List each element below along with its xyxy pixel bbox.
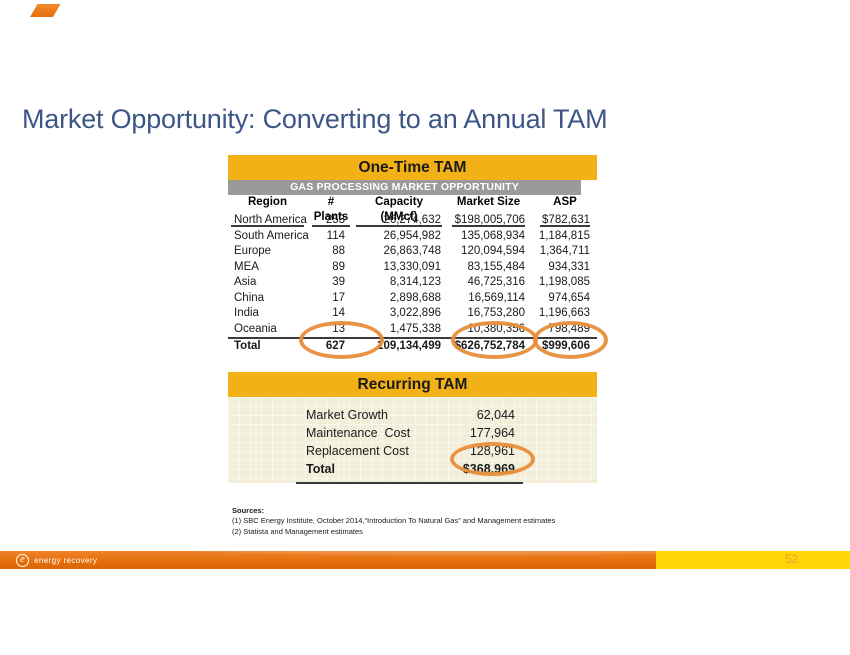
total-label: Total	[234, 340, 261, 352]
table-row: China 17 2,898,688 16,569,114 974,654	[228, 291, 597, 307]
energy-recovery-logo: e energy recovery	[16, 551, 97, 569]
asp-cell: 1,198,085	[538, 276, 590, 288]
region-cell: China	[234, 291, 265, 304]
one-time-tam-table: One-Time TAM GAS PROCESSING MARKET OPPOR…	[228, 155, 597, 354]
page-title: Market Opportunity: Converting to an Ann…	[22, 104, 608, 134]
row-value: 62,044	[476, 408, 515, 422]
highlight-ellipse-total-market-size	[451, 321, 538, 359]
table-total-row: Total $368,969	[228, 460, 597, 478]
market-size-cell: $198,005,706	[454, 214, 525, 226]
col-header-market-size: Market Size	[452, 195, 525, 227]
asp-cell: 934,331	[548, 260, 590, 273]
asp-cell: 974,654	[548, 291, 590, 304]
footer-orange-band: e energy recovery	[0, 551, 656, 569]
corner-accent	[30, 4, 61, 17]
plants-cell: 114	[326, 229, 345, 242]
col-header-plants: # Plants	[312, 195, 350, 227]
table-row: South America 114 26,954,982 135,068,934…	[228, 229, 597, 245]
table-row: Market Growth 62,044	[228, 406, 597, 424]
footer-yellow-band: 52	[656, 551, 850, 569]
total-capacity: 109,134,499	[377, 340, 441, 352]
sources-block: Sources: (1) SBC Energy Institute, Octob…	[232, 506, 555, 537]
row-label: Market Growth	[306, 408, 388, 422]
recurring-tam-header: Recurring TAM	[228, 372, 597, 397]
row-label: Maintenance Cost	[306, 426, 411, 440]
plants-cell: 89	[332, 260, 345, 273]
market-size-cell: 46,725,316	[467, 276, 525, 288]
capacity-cell: 8,314,123	[389, 276, 441, 288]
plants-cell: 39	[332, 276, 345, 288]
asp-cell: $782,631	[542, 214, 590, 226]
table-row: India 14 3,022,896 16,753,280 1,196,663	[228, 306, 597, 322]
plants-cell: 88	[332, 245, 345, 257]
row-value: 177,964	[469, 426, 515, 440]
table-row: Maintenance Cost 177,964	[228, 424, 597, 442]
table-row: North America 253 26,274,632 $198,005,70…	[228, 213, 597, 229]
sources-heading: Sources:	[232, 506, 265, 515]
plants-cell: 17	[332, 291, 345, 304]
capacity-cell: 26,954,982	[383, 229, 441, 242]
recurring-tam-body: Market Growth 62,044 Maintenance Cost 17…	[228, 397, 597, 484]
capacity-cell: 2,898,688	[389, 291, 441, 304]
table-row: Asia 39 8,314,123 46,725,316 1,198,085	[228, 275, 597, 291]
region-cell: South America	[234, 229, 309, 242]
highlight-ellipse-total-plants	[299, 321, 384, 359]
region-cell: India	[234, 307, 259, 319]
capacity-cell: 3,022,896	[389, 307, 441, 319]
logo-text: energy recovery	[34, 555, 98, 565]
region-cell: North America	[234, 214, 307, 226]
table-row: Europe 88 26,863,748 120,094,594 1,364,7…	[228, 244, 597, 260]
gas-processing-subheader: GAS PROCESSING MARKET OPPORTUNITY	[228, 180, 581, 195]
table-row: Replacement Cost 128,961	[228, 442, 597, 460]
market-size-cell: 120,094,594	[461, 245, 525, 257]
source-item: (1) SBC Energy Institute, October 2014,“…	[232, 516, 556, 526]
row-label: Replacement Cost	[306, 444, 409, 458]
market-size-cell: 135,068,934	[461, 229, 525, 242]
asp-cell: 1,184,815	[538, 229, 590, 242]
market-size-cell: 16,753,280	[467, 307, 525, 319]
recurring-tam-table: Recurring TAM Market Growth 62,044 Maint…	[228, 372, 597, 484]
market-size-cell: 83,155,484	[467, 260, 525, 273]
table-header-row: Region # Plants Capacity (MMcf) Market S…	[228, 195, 597, 227]
highlight-ellipse-recurring-total	[450, 442, 535, 476]
capacity-cell: 1,475,338	[389, 322, 441, 335]
region-cell: MEA	[234, 260, 259, 273]
col-header-region: Region	[231, 195, 304, 227]
total-label: Total	[306, 462, 335, 476]
plants-cell: 14	[332, 307, 345, 319]
energy-recovery-logo-icon: e	[16, 553, 29, 567]
total-separator-line	[296, 482, 523, 484]
capacity-cell: 26,274,632	[383, 214, 441, 226]
region-cell: Asia	[234, 276, 257, 288]
footer-bar: e energy recovery 52	[0, 551, 850, 569]
plants-cell: 253	[325, 214, 345, 226]
capacity-cell: 13,330,091	[383, 260, 441, 273]
table-row: MEA 89 13,330,091 83,155,484 934,331	[228, 260, 597, 276]
asp-cell: 1,364,711	[539, 245, 590, 257]
col-header-capacity: Capacity (MMcf)	[356, 195, 442, 227]
asp-cell: 1,196,663	[538, 307, 590, 319]
market-size-cell: 16,569,114	[468, 291, 525, 304]
page-number: 52	[785, 554, 798, 566]
one-time-tam-header: One-Time TAM	[228, 155, 597, 180]
highlight-ellipse-total-asp	[533, 321, 608, 359]
region-cell: Oceania	[234, 322, 277, 335]
region-cell: Europe	[234, 245, 272, 257]
capacity-cell: 26,863,748	[383, 245, 441, 257]
source-item: (2) Statista and Management estimates	[232, 526, 363, 536]
col-header-asp: ASP	[540, 195, 590, 227]
